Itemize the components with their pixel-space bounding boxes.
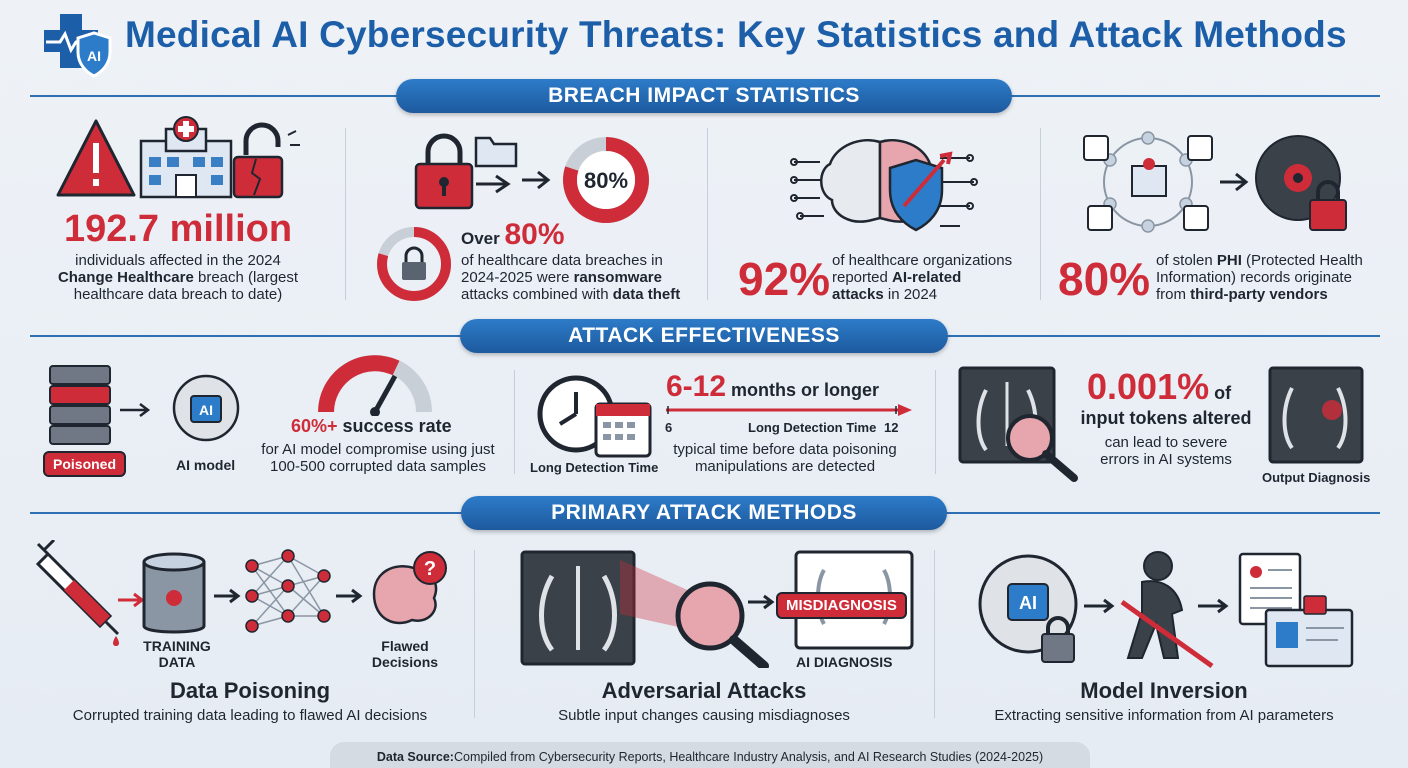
brain-question-icon: ?: [372, 551, 447, 625]
tokens-heading: 0.001% of: [1087, 366, 1232, 407]
donut-chart-80: [563, 137, 649, 223]
stat-ransomware-heading: Over 80%: [461, 218, 565, 251]
folder-icon: [474, 136, 518, 168]
svg-text:AI: AI: [1019, 593, 1037, 613]
breach-hospital-illustration: [56, 116, 300, 199]
arrow-icon: [748, 594, 775, 610]
column-divider: [707, 128, 708, 300]
axis-mid: Long Detection Time: [748, 420, 877, 435]
xray-magnifier-icon: [958, 366, 1078, 482]
ai-brain-icon: AI: [978, 554, 1078, 663]
column-divider: [345, 128, 346, 300]
detection-heading: 6-12 months or longer: [666, 370, 880, 403]
arrow-icon: [118, 592, 145, 608]
poisoned-badge: Poisoned: [43, 451, 127, 477]
column-divider: [1040, 128, 1041, 300]
tokens-line1: input tokens altered: [1080, 408, 1252, 428]
section-banner-effectiveness: ATTACK EFFECTIVENESS: [460, 319, 948, 353]
arrow-icon: [1220, 172, 1249, 192]
detection-clock-label: Long Detection Time: [530, 460, 659, 475]
detection-desc: typical time before data poisoning manip…: [673, 441, 897, 475]
method-title-adversarial: Adversarial Attacks: [601, 678, 807, 703]
ai-diagnosis-label: AI DIAGNOSIS: [796, 654, 893, 670]
stat-vendor-desc: of stolen PHI (Protected Health Informat…: [1156, 252, 1363, 303]
column-divider: [935, 370, 936, 474]
method-desc-data-poisoning: Corrupted training data leading to flawe…: [72, 707, 428, 724]
model-inversion-illustration: AI: [978, 551, 1354, 669]
section-banner-breach: BREACH IMPACT STATISTICS: [396, 79, 1012, 113]
logo-text: AI: [87, 48, 101, 64]
stat-vendor-value: 80%: [1058, 253, 1151, 305]
arrow-icon: [522, 170, 551, 190]
data-poisoning-illustration: ?: [35, 540, 447, 646]
stat-ransomware-desc: of healthcare data breaches in 2024-2025…: [461, 252, 681, 303]
neural-network-icon: [245, 549, 331, 633]
hacker-figure-icon: [1120, 551, 1214, 669]
syringe-icon: [35, 540, 120, 646]
broken-padlock-icon: [232, 122, 300, 199]
tokens-desc: can lead to severe errors in AI systems: [1100, 434, 1232, 468]
axis-end: 12: [884, 420, 899, 435]
arrow-icon: [1198, 598, 1229, 614]
warning-icon: [56, 119, 136, 197]
success-gauge-icon: [318, 355, 432, 416]
method-desc-adversarial: Subtle input changes causing misdiagnose…: [558, 707, 850, 724]
clock-calendar-icon: [537, 375, 652, 458]
arrow-attack-icon: [902, 151, 953, 208]
data-source-footer: Data Source: Compiled from Cybersecurity…: [330, 742, 1090, 768]
document-id-icon: [1238, 552, 1354, 668]
output-xray-icon: [1268, 366, 1364, 464]
misdiagnosis-badge: MISDIAGNOSIS: [776, 592, 907, 619]
svg-text:AI: AI: [199, 402, 213, 418]
method-desc-model-inversion: Extracting sensitive information from AI…: [994, 707, 1334, 724]
stat-affected-desc: individuals affected in the 2024 Change …: [57, 252, 299, 303]
success-rate-desc: for AI model compromise using just 100-5…: [261, 441, 495, 475]
arrow-icon: [214, 588, 241, 604]
column-divider: [934, 550, 935, 718]
ai-brain-icon: AI: [172, 374, 240, 442]
arrow-icon: [120, 403, 151, 417]
padlock-icon: [1309, 180, 1347, 231]
vendor-building-icon: [1083, 135, 1213, 231]
stat-ai-attacks-desc: of healthcare organizations reported AI-…: [832, 252, 1013, 303]
hospital-icon: [1131, 158, 1167, 197]
donut-label: 80%: [584, 168, 628, 193]
padlock-icon: [414, 133, 474, 210]
column-divider: [514, 370, 515, 474]
arrow-icon: [336, 588, 363, 604]
lock-donut-icon: [377, 227, 451, 301]
arrow-icon: [1084, 598, 1115, 614]
third-party-vendor-illustration: [1083, 131, 1347, 233]
arrow-icon: [476, 174, 511, 194]
database-icon: [142, 552, 206, 634]
circuit-lines-icon: [790, 154, 978, 227]
method-title-model-inversion: Model Inversion: [1080, 678, 1248, 703]
axis-start: 6: [665, 420, 673, 435]
method-title-data-poisoning: Data Poisoning: [169, 678, 331, 703]
output-diagnosis-label: Output Diagnosis: [1262, 470, 1371, 485]
flawed-decisions-label: Flawed Decisions: [371, 638, 439, 670]
svg-text:?: ?: [424, 558, 436, 580]
column-divider: [474, 550, 475, 718]
success-rate-heading: 60%+ success rate: [291, 416, 452, 436]
stat-ai-attacks-value: 92%: [738, 253, 831, 305]
medical-ai-shield-icon: AI: [44, 14, 112, 78]
ransomware-illustration: 80%: [377, 133, 649, 301]
poisoned-data-to-model-illustration: AI: [49, 365, 240, 445]
section-banner-methods: PRIMARY ATTACK METHODS: [461, 496, 947, 530]
ai-model-label: AI model: [176, 457, 236, 473]
detection-timeline-arrow: [666, 404, 912, 416]
training-data-label: TRAINING DATA: [143, 638, 211, 670]
page-title: Medical AI Cybersecurity Threats: Key St…: [125, 14, 1347, 55]
stat-affected-value: 192.7 million: [63, 208, 293, 250]
database-server-icon: [49, 365, 111, 445]
hospital-icon: [139, 116, 233, 199]
ai-brain-shield-illustration: [790, 139, 978, 232]
